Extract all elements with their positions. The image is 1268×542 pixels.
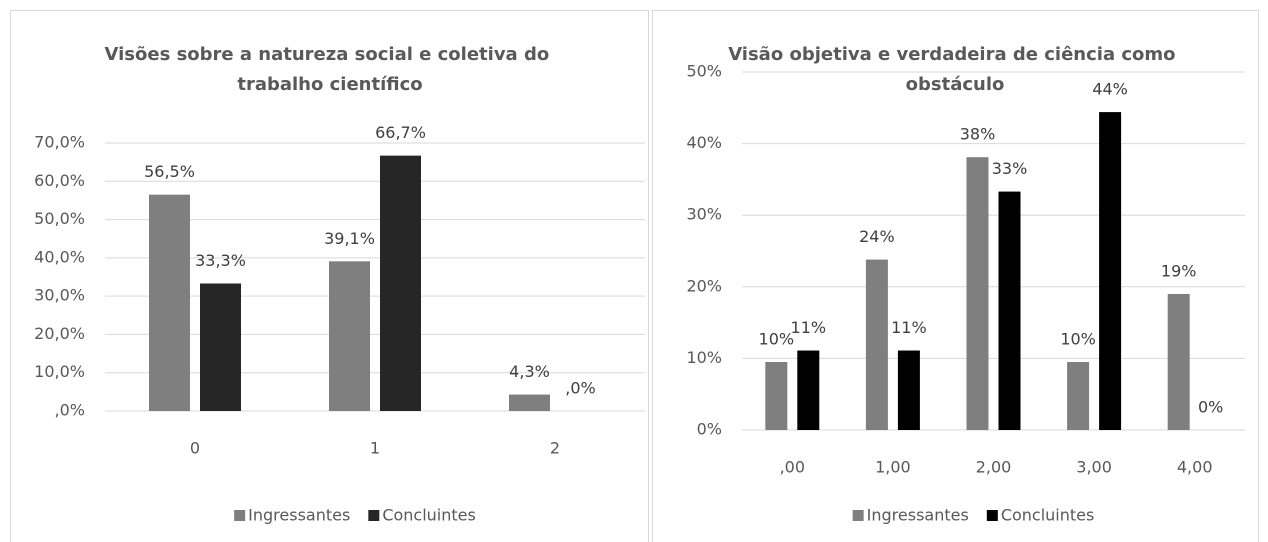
- legend-swatch: [234, 510, 246, 521]
- legend-swatch: [986, 510, 998, 521]
- chart-title: Visão objetiva e verdadeira de ciência c…: [728, 44, 1182, 95]
- data-label: 33,3%: [195, 251, 246, 270]
- y-tick-label: ,0%: [55, 401, 85, 420]
- bar: [509, 394, 550, 411]
- y-tick-label: 10%: [686, 348, 722, 367]
- x-tick-label: 0: [190, 439, 200, 458]
- bar: [1099, 112, 1122, 430]
- y-tick-label: 70,0%: [34, 133, 85, 152]
- legend-label: Concluintes: [1001, 506, 1095, 525]
- y-tick-label: 60,0%: [34, 171, 85, 190]
- bar: [200, 283, 241, 411]
- legend-label: Concluintes: [382, 506, 476, 525]
- x-tick-label: 4,00: [1177, 458, 1213, 477]
- bar: [797, 350, 820, 430]
- x-tick-label: 2,00: [976, 458, 1012, 477]
- chart-title: Visões sobre a natureza social e coletiv…: [105, 44, 556, 95]
- y-tick-label: 0%: [697, 420, 722, 439]
- data-label: 4,3%: [509, 362, 550, 381]
- data-label: 56,5%: [144, 162, 195, 181]
- bar: [865, 259, 888, 430]
- bar: [380, 155, 421, 411]
- y-tick-label: 30%: [686, 205, 722, 224]
- data-label: 19%: [1161, 261, 1197, 280]
- y-tick-label: 10,0%: [34, 362, 85, 381]
- x-tick-label: 1: [370, 439, 380, 458]
- y-tick-label: 50,0%: [34, 209, 85, 228]
- bar: [998, 191, 1021, 430]
- data-label: ,0%: [565, 379, 595, 398]
- data-label: 39,1%: [324, 229, 375, 248]
- x-tick-label: ,00: [780, 458, 805, 477]
- legend-swatch: [852, 510, 864, 521]
- y-tick-label: 40%: [686, 133, 722, 152]
- y-tick-label: 30,0%: [34, 286, 85, 305]
- data-label: 24%: [859, 227, 895, 246]
- data-label: 33%: [992, 159, 1028, 178]
- legend-swatch: [368, 510, 380, 521]
- data-label: 38%: [960, 125, 996, 144]
- bar: [897, 350, 920, 430]
- legend-label: Ingressantes: [867, 506, 969, 525]
- y-tick-label: 20%: [686, 276, 722, 295]
- y-tick-label: 40,0%: [34, 247, 85, 266]
- data-label: 44%: [1092, 80, 1128, 99]
- data-label: 0%: [1198, 398, 1223, 417]
- bar: [765, 361, 788, 430]
- x-tick-label: 3,00: [1076, 458, 1112, 477]
- bar: [1067, 361, 1090, 430]
- x-tick-label: 1,00: [875, 458, 911, 477]
- x-tick-label: 2: [550, 439, 560, 458]
- data-label: 11%: [891, 318, 927, 337]
- data-label: 66,7%: [375, 123, 426, 142]
- bar: [329, 261, 370, 411]
- bar: [1167, 293, 1190, 430]
- legend-label: Ingressantes: [248, 506, 350, 525]
- panel-border: [10, 10, 649, 542]
- bar: [149, 194, 190, 411]
- bar: [966, 157, 989, 431]
- panel-border: [652, 10, 1259, 542]
- y-tick-label: 50%: [686, 62, 722, 81]
- data-label: 10%: [759, 329, 795, 348]
- data-label: 11%: [791, 318, 827, 337]
- data-label: 10%: [1060, 329, 1096, 348]
- y-tick-label: 20,0%: [34, 324, 85, 343]
